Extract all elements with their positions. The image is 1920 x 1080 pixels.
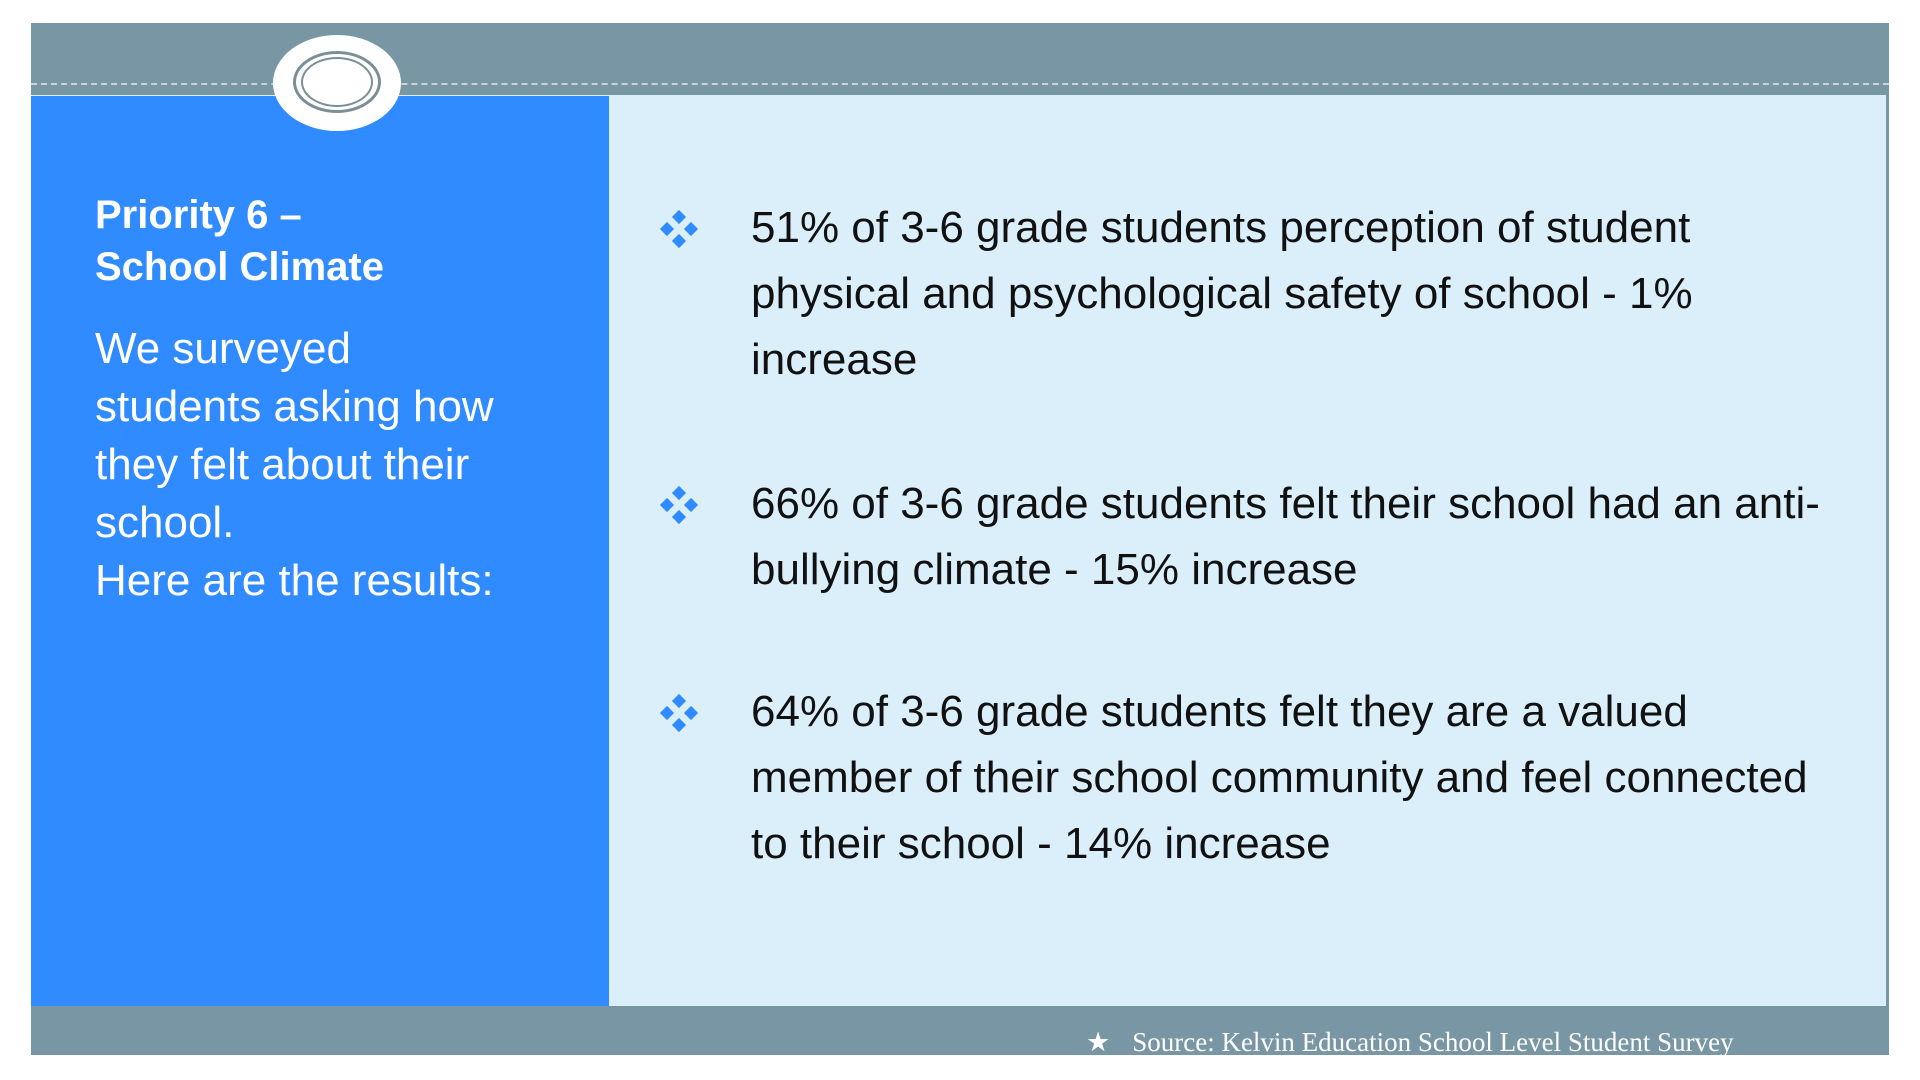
panel-title-line2: School Climate: [95, 245, 384, 289]
left-panel: [31, 96, 609, 1006]
panel-title: Priority 6 – School Climate: [95, 189, 595, 293]
circle-ring-outer: [293, 51, 381, 113]
slide: Priority 6 – School Climate We surveyed …: [31, 23, 1889, 1055]
diamond-bullet-icon: [659, 209, 699, 249]
bottom-band: [31, 1006, 1889, 1055]
panel-intro: We surveyed students asking how they fel…: [95, 320, 595, 610]
bullet-text: 51% of 3-6 grade students perception of …: [751, 203, 1693, 384]
diamond-bullet-icon: [659, 693, 699, 733]
bullet-text: 66% of 3-6 grade students felt their sch…: [751, 479, 1820, 594]
circle-ring-inner: [301, 57, 373, 107]
source-text: Source: Kelvin Education School Level St…: [1132, 1027, 1734, 1055]
bullet-text: 64% of 3-6 grade students felt they are …: [751, 687, 1808, 868]
source-citation: ★ Source: Kelvin Education School Level S…: [1086, 1025, 1734, 1055]
right-edge: [1886, 95, 1889, 1007]
star-icon: ★: [1086, 1027, 1111, 1055]
intro-line: students asking how: [95, 382, 494, 431]
panel-title-line1: Priority 6 –: [95, 193, 302, 237]
intro-line: Here are the results:: [95, 556, 494, 605]
dashed-divider: [31, 83, 1889, 85]
intro-line: We surveyed: [95, 324, 351, 373]
diamond-bullet-icon: [659, 485, 699, 525]
intro-line: school.: [95, 498, 235, 547]
intro-line: they felt about their: [95, 440, 470, 489]
